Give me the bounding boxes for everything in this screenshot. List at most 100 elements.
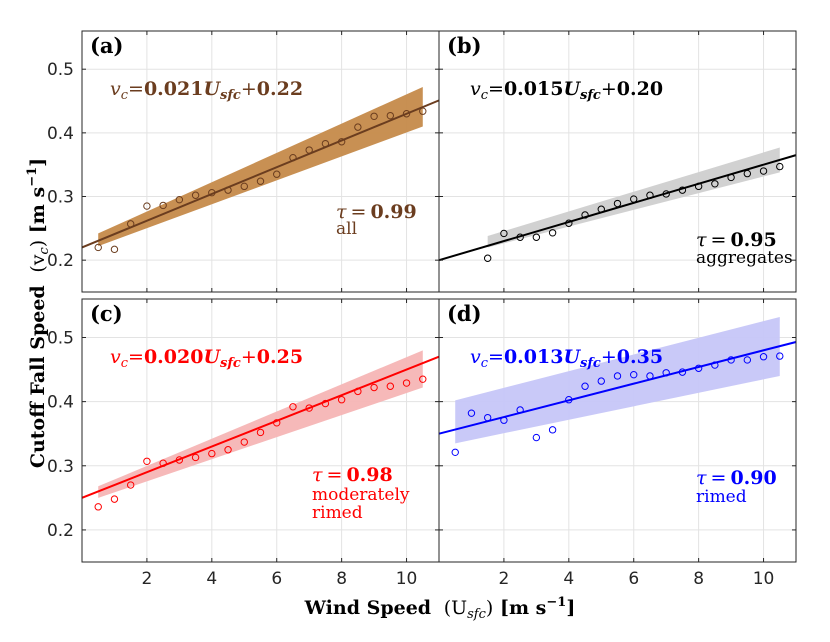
- data-point: [305, 404, 313, 412]
- fit-equation-part: 0.25: [257, 346, 303, 368]
- fit-equation-part: v: [110, 78, 121, 100]
- fit-equation-part: U: [203, 78, 221, 100]
- data-point: [743, 356, 752, 364]
- fit-equation-part: sfc: [220, 356, 241, 371]
- axes-frame: [438, 298, 797, 563]
- fit-equation-part: sfc: [580, 356, 601, 371]
- fit-equation-part: c: [481, 356, 489, 371]
- data-point: [289, 403, 297, 411]
- confidence-band: [487, 147, 780, 248]
- data-point: [743, 169, 752, 178]
- tau-equals: =: [711, 467, 727, 489]
- tau-value: τ = 0.95: [696, 229, 777, 251]
- data-point: [678, 368, 687, 376]
- data-point: [597, 205, 605, 213]
- fit-equation-part: 0.015: [504, 78, 564, 100]
- data-point: [646, 191, 654, 199]
- x-tick-label: 8: [693, 569, 704, 589]
- fit-equation-part: c: [121, 356, 129, 371]
- tau-value: τ = 0.99: [336, 201, 417, 223]
- data-point: [305, 146, 313, 154]
- fit-equation-part: =: [488, 346, 504, 368]
- data-point: [289, 153, 297, 162]
- fit-equation-part: U: [203, 346, 221, 368]
- tau-number: 0.98: [346, 464, 392, 486]
- data-point: [727, 173, 735, 182]
- data-point: [516, 233, 524, 241]
- confidence-band: [98, 350, 423, 498]
- fit-equation-part: sfc: [580, 88, 601, 103]
- fit-equation-part: v: [470, 78, 481, 100]
- data-point: [613, 372, 622, 380]
- data-point: [354, 387, 362, 396]
- fit-line: [438, 154, 797, 262]
- data-point: [678, 186, 687, 194]
- x-tick-label: 4: [206, 569, 217, 589]
- data-point: [159, 201, 167, 210]
- fit-equation-part: 0.35: [617, 346, 663, 368]
- tau-value: τ = 0.90: [696, 467, 777, 489]
- data-point: [565, 396, 573, 404]
- data-point: [273, 419, 281, 427]
- data-point: [759, 353, 768, 361]
- fit-equation-part: 0.021: [144, 78, 204, 100]
- fit-equation-part: U: [563, 346, 581, 368]
- category-label: moderately: [312, 485, 410, 505]
- y-tick-label: 0.3: [47, 188, 74, 208]
- fit-equation-part: +: [241, 346, 257, 368]
- data-point: [110, 245, 119, 254]
- data-point: [370, 112, 378, 121]
- data-point: [126, 220, 135, 228]
- data-point: [175, 195, 184, 204]
- fit-equation-part: v: [470, 346, 481, 368]
- data-point: [565, 219, 573, 227]
- data-point: [191, 191, 200, 199]
- x-tick-label: 10: [396, 569, 418, 589]
- confidence-band: [455, 316, 780, 444]
- x-axis-title-exp: −1: [546, 595, 566, 610]
- data-point: [759, 167, 768, 175]
- tau-number: 0.99: [370, 201, 416, 223]
- data-point: [581, 211, 589, 219]
- data-point: [419, 107, 427, 115]
- data-point: [402, 110, 411, 118]
- x-tick-label: 2: [141, 569, 152, 589]
- fit-line: [81, 99, 440, 249]
- data-point: [273, 170, 281, 178]
- data-point: [143, 457, 151, 465]
- data-point: [694, 364, 703, 372]
- tau-number: 0.95: [730, 229, 776, 251]
- x-axis-title-units-close: ]: [566, 597, 575, 619]
- data-point: [662, 190, 670, 198]
- data-point: [630, 370, 638, 379]
- x-tick-label: 6: [271, 569, 282, 589]
- x-tick-label: 10: [753, 569, 775, 589]
- fit-equation-part: +: [241, 78, 257, 100]
- data-point: [240, 182, 248, 191]
- data-point: [548, 229, 557, 237]
- tau-equals: =: [711, 229, 727, 251]
- tau-number: 0.90: [730, 467, 776, 489]
- data-point: [516, 406, 524, 414]
- data-point: [711, 361, 719, 369]
- data-point: [143, 202, 151, 210]
- fit-equation: vc=0.021Usfc+0.22: [110, 78, 303, 103]
- data-point: [354, 123, 362, 131]
- panel-letter: (c): [90, 301, 123, 326]
- data-point: [370, 383, 378, 392]
- category-label: rimed: [312, 503, 363, 523]
- fit-equation-part: 0.013: [504, 346, 564, 368]
- data-point: [386, 111, 395, 120]
- y-tick-label: 0.2: [47, 521, 74, 541]
- data-point: [630, 195, 638, 203]
- fit-equation-part: 0.020: [144, 346, 204, 368]
- data-point: [500, 416, 508, 424]
- fit-equation-part: v: [110, 346, 121, 368]
- data-point: [646, 372, 654, 380]
- data-point: [597, 377, 605, 385]
- y-axis-title-bold: Cutoff Fall Speed: [27, 285, 49, 468]
- data-point: [776, 162, 784, 171]
- data-point: [419, 375, 427, 383]
